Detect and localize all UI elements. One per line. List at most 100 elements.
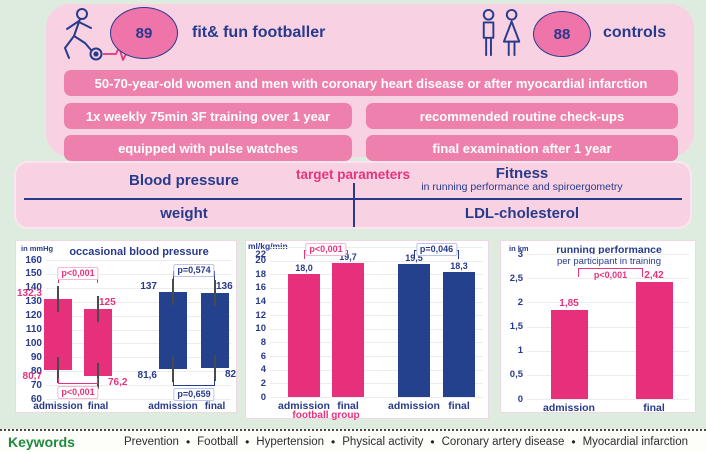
y-tick-label: 1,5 bbox=[509, 321, 523, 332]
keyword-item: Hypertension bbox=[256, 435, 325, 448]
banner-final-exam: final examination after 1 year bbox=[366, 135, 678, 161]
gridline bbox=[46, 273, 231, 275]
error-whisker bbox=[97, 363, 99, 390]
gridline bbox=[270, 342, 483, 344]
y-tick-label: 3 bbox=[517, 248, 523, 260]
x-tick-label: final bbox=[643, 402, 665, 414]
bar-low-label: 76,2 bbox=[108, 377, 128, 389]
significance-bracket bbox=[173, 380, 215, 387]
x-tick-label: admission bbox=[388, 400, 440, 412]
controls-group-label: controls bbox=[603, 24, 667, 41]
error-whisker bbox=[214, 280, 216, 307]
keyword-separator: • bbox=[571, 434, 576, 449]
keyword-item: Coronary artery disease bbox=[441, 435, 565, 448]
chart-subtitle: per participant in training bbox=[556, 256, 662, 267]
y-tick-label: 2 bbox=[517, 296, 523, 308]
x-tick-label: final bbox=[204, 401, 226, 412]
bar-low-label: 80,7 bbox=[22, 371, 42, 383]
x-tick-label: admission bbox=[278, 400, 330, 412]
y-tick-label: 2,5 bbox=[509, 272, 523, 284]
gridline bbox=[270, 397, 483, 398]
chart-title: running performance bbox=[556, 244, 662, 256]
gridline bbox=[270, 328, 483, 330]
error-whisker bbox=[172, 355, 174, 382]
study-overview-box: 89 fit& fun footballer 88 controls 50-70… bbox=[46, 4, 694, 161]
y-tick-label: 130 bbox=[25, 296, 42, 308]
controls-count-badge: 88 bbox=[533, 11, 591, 57]
y-tick-label: 0 bbox=[260, 391, 266, 403]
group-label: football group bbox=[292, 410, 360, 421]
gridline bbox=[527, 399, 689, 400]
gridline bbox=[527, 326, 689, 328]
panel-spiroergometry: ml/kg/min 22 20 18 16 14 12 10 8 6 4 2 0 18,0 admissio… bbox=[245, 240, 489, 421]
x-tick-label: final bbox=[87, 401, 109, 412]
y-tick-label: 1 bbox=[517, 345, 523, 357]
bar-low-label: 81,6 bbox=[137, 369, 157, 381]
p-value-label: p=0,046 bbox=[415, 243, 458, 256]
bar-value-label: 18,0 bbox=[295, 263, 313, 274]
keyword-item: Physical activity bbox=[342, 435, 424, 448]
bar bbox=[443, 272, 475, 397]
chart-title: occasional blood pressure bbox=[69, 246, 209, 258]
bar-high-label: 125 bbox=[99, 296, 116, 308]
y-tick-label: 100 bbox=[25, 337, 42, 349]
bar-high-label: 137 bbox=[140, 280, 157, 292]
keywords-heading: Keywords bbox=[8, 433, 75, 450]
gridline bbox=[527, 350, 689, 352]
target-blood-pressure: Blood pressure bbox=[128, 172, 240, 189]
p-value-label: p<0,001 bbox=[57, 385, 99, 399]
gridline bbox=[270, 369, 483, 371]
error-whisker bbox=[57, 285, 59, 312]
bar-high-label: 132,3 bbox=[16, 287, 42, 299]
keyword-item: Prevention bbox=[123, 435, 179, 448]
bar-low-label: 82 bbox=[225, 369, 237, 381]
p-value-label: p<0,001 bbox=[593, 269, 628, 280]
p-value-label: p=0,659 bbox=[173, 388, 215, 402]
p-value-label: p<0,001 bbox=[305, 243, 347, 256]
bar-high-label: 136 bbox=[216, 281, 233, 293]
gridline bbox=[527, 254, 689, 255]
error-whisker bbox=[214, 355, 216, 382]
y-axis-label: in mmHg bbox=[21, 244, 54, 253]
bar bbox=[288, 274, 320, 397]
keyword-separator: • bbox=[331, 434, 336, 449]
y-tick-label: 22 bbox=[255, 249, 266, 260]
gridline bbox=[270, 246, 483, 248]
target-weight: weight bbox=[160, 205, 208, 222]
y-tick-label: 8 bbox=[260, 336, 266, 348]
vertical-divider bbox=[353, 183, 355, 227]
y-tick-label: 20 bbox=[255, 255, 266, 267]
keyword-separator: • bbox=[430, 434, 435, 449]
gridline bbox=[46, 357, 231, 359]
p-value-label: p=0,574 bbox=[173, 264, 215, 278]
bar bbox=[635, 282, 673, 399]
gridline bbox=[46, 287, 231, 289]
y-tick-label: 12 bbox=[255, 309, 266, 321]
error-whisker bbox=[57, 357, 59, 384]
y-tick-label: 0,5 bbox=[509, 369, 523, 381]
y-tick-label: 60 bbox=[30, 393, 42, 405]
gridline bbox=[46, 385, 231, 387]
gridline bbox=[46, 301, 231, 303]
y-tick-label: 80 bbox=[30, 365, 42, 377]
x-tick-label: admission bbox=[33, 401, 83, 412]
y-tick-label: 110 bbox=[25, 324, 42, 335]
man-woman-icon bbox=[482, 9, 521, 57]
bar-value-label: 1,85 bbox=[559, 297, 579, 309]
gridline bbox=[46, 343, 231, 345]
keywords-bar: Keywords Prevention • Football • Hypertensio… bbox=[0, 429, 706, 452]
bar-value-label: 18,3 bbox=[450, 261, 468, 272]
y-tick-label: 14 bbox=[255, 296, 266, 308]
gridline bbox=[270, 315, 483, 317]
banner-checkups: recommended routine check-ups bbox=[366, 103, 678, 129]
y-axis-label: ml/kg/min bbox=[248, 241, 288, 251]
bar bbox=[398, 264, 430, 397]
significance-bracket bbox=[58, 377, 98, 384]
x-tick-label: final bbox=[337, 400, 359, 412]
gridline bbox=[270, 301, 483, 303]
banner-training: 1x weekly 75min 3F training over 1 year bbox=[64, 103, 352, 129]
y-tick-label: 90 bbox=[30, 351, 42, 363]
y-tick-label: 70 bbox=[30, 379, 42, 391]
error-whisker bbox=[97, 295, 99, 322]
